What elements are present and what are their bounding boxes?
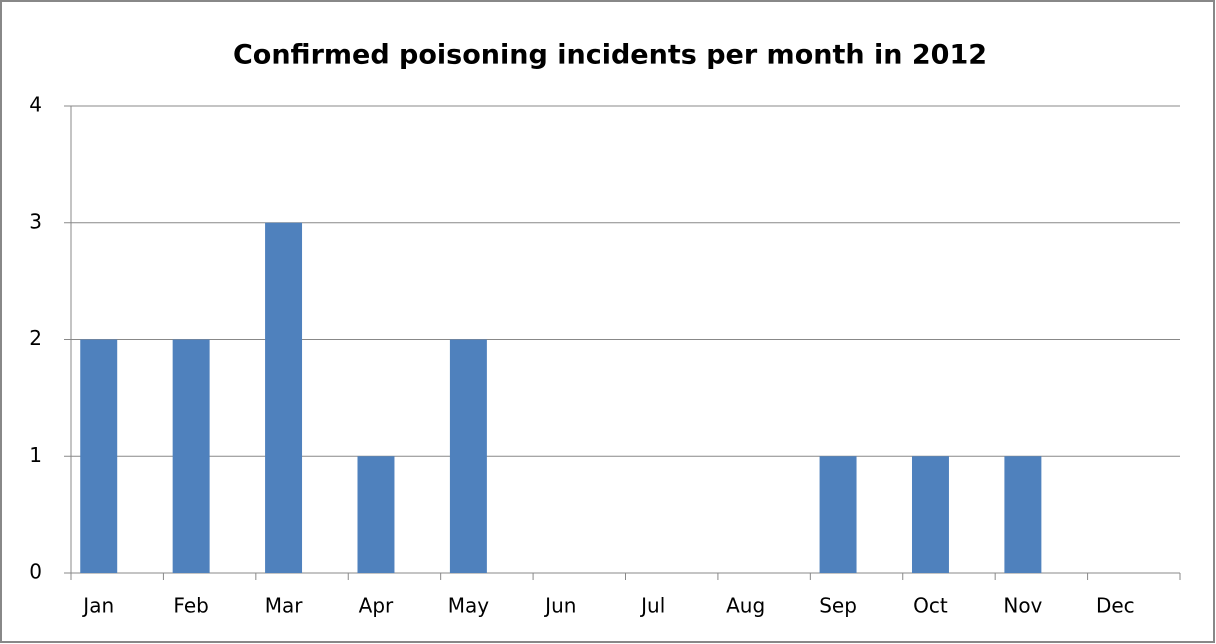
y-tick-label: 4: [29, 93, 42, 117]
x-tick-label: Jul: [639, 594, 665, 618]
x-tick-label: Sep: [819, 594, 857, 618]
y-tick-label: 0: [29, 560, 42, 584]
y-tick-label: 1: [29, 443, 42, 467]
y-tick-label: 2: [29, 326, 42, 350]
x-tick-label: Nov: [1003, 594, 1042, 618]
x-tick-label: Dec: [1096, 594, 1135, 618]
bar: [80, 339, 118, 573]
bar: [357, 456, 395, 573]
bar: [449, 339, 487, 573]
x-tick-label: Mar: [265, 594, 304, 618]
bar: [819, 456, 857, 573]
x-tick-label: Apr: [359, 594, 394, 618]
y-tick-label: 3: [29, 209, 42, 233]
x-tick-label: Feb: [173, 594, 208, 618]
bar: [911, 456, 949, 573]
chart-title: Confirmed poisoning incidents per month …: [233, 40, 987, 71]
x-tick-label: Oct: [913, 594, 948, 618]
bar: [172, 339, 210, 573]
bar: [265, 222, 303, 573]
x-tick-label: Aug: [726, 594, 765, 618]
bar: [1004, 456, 1042, 573]
x-tick-label: Jan: [81, 594, 114, 618]
x-tick-label: May: [448, 594, 490, 618]
x-tick-label: Jun: [543, 594, 576, 618]
